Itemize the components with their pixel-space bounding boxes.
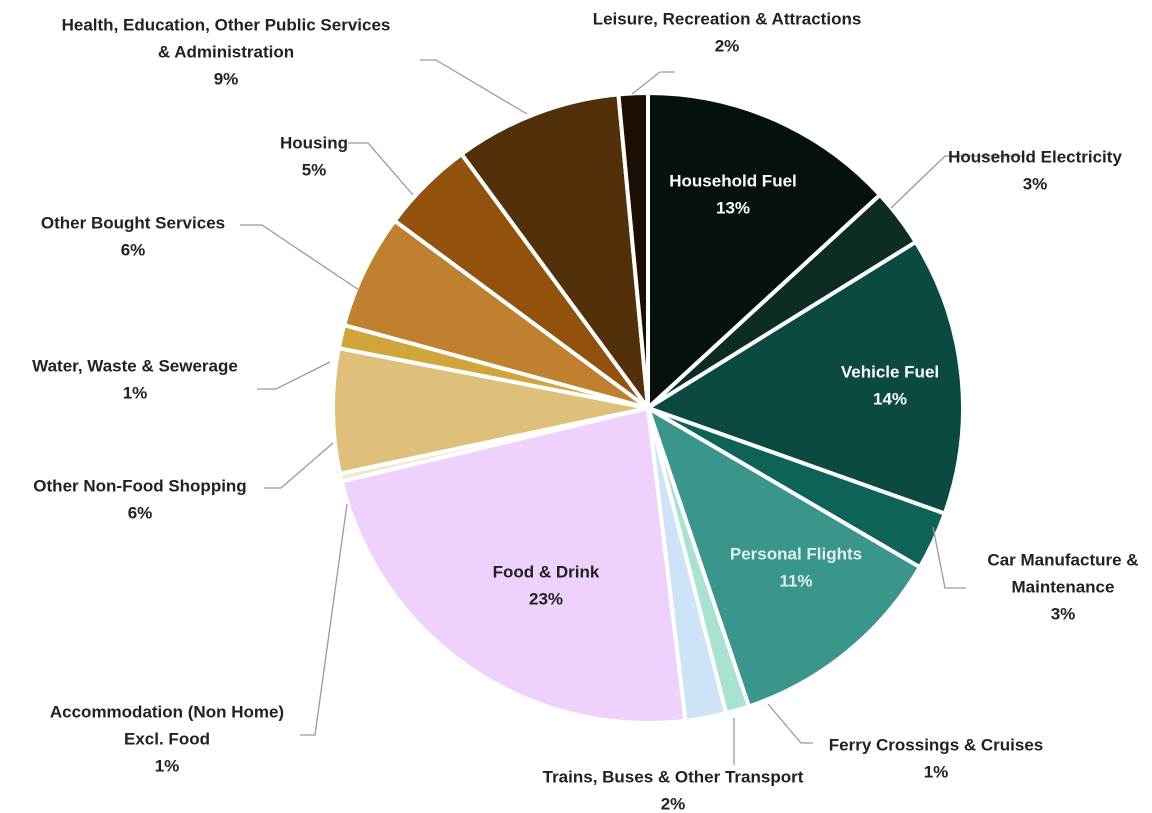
slice-name-label: Ferry Crossings & Cruises: [829, 735, 1043, 754]
slice-name-label: Car Manufacture &: [987, 550, 1138, 569]
slice-percent-label: 1%: [123, 383, 148, 402]
slice-percent-label: 1%: [155, 756, 180, 775]
slice-percent-label: 9%: [214, 69, 239, 88]
slice-percent-label: 3%: [1023, 174, 1048, 193]
slice-percent-label: 6%: [121, 240, 146, 259]
label-health-education-other-public-services-administration: Health, Education, Other Public Services…: [62, 15, 391, 88]
slice-name-label: Household Fuel: [669, 171, 797, 190]
label-ferry-crossings-cruises: Ferry Crossings & Cruises 1%: [829, 735, 1043, 781]
label-car-manufacture-maintenance: Car Manufacture & Maintenance 3%: [987, 550, 1138, 623]
slice-percent-label: 13%: [716, 198, 750, 217]
leader-line-leisure-recreation-attractions: [631, 71, 675, 95]
label-vehicle-fuel: Vehicle Fuel 14%: [841, 362, 939, 408]
slice-percent-label: 6%: [128, 503, 153, 522]
label-water-waste-sewerage: Water, Waste & Sewerage 1%: [32, 356, 238, 402]
labels-layer: Household Fuel 13% Household Electricity 3%…: [32, 9, 1138, 813]
slice-name-label: Maintenance: [1012, 577, 1115, 596]
slice-percent-label: 23%: [529, 589, 563, 608]
leader-line-car-manufacture-maintenance: [932, 526, 966, 589]
leader-line-accommodation-non-home-excl-food: [300, 503, 348, 736]
slice-name-label: Personal Flights: [730, 544, 862, 563]
label-food-drink: Food & Drink 23%: [493, 562, 600, 608]
slice-percent-label: 14%: [873, 389, 907, 408]
slice-name-label: Excl. Food: [124, 729, 210, 748]
slice-name-label: & Administration: [158, 42, 294, 61]
label-household-electricity: Household Electricity 3%: [948, 147, 1122, 193]
leader-line-health-education-other-public-services-administration: [420, 59, 528, 115]
slice-vehicle-fuel: [646, 240, 965, 516]
label-other-non-food-shopping: Other Non-Food Shopping 6%: [33, 476, 246, 522]
leader-line-other-bought-services: [240, 224, 360, 291]
leader-lines-layer: [240, 59, 1025, 765]
slice-percent-label: 1%: [924, 762, 949, 781]
slice-name-label: Water, Waste & Sewerage: [32, 356, 238, 375]
slice-name-label: Other Bought Services: [41, 213, 225, 232]
slice-name-label: Accommodation (Non Home): [50, 702, 284, 721]
label-trains-buses-other-transport: Trains, Buses & Other Transport 2%: [543, 767, 804, 813]
slice-name-label: Food & Drink: [493, 562, 600, 581]
label-accommodation-non-home-excl-food: Accommodation (Non Home) Excl. Food 1%: [50, 702, 284, 775]
label-personal-flights: Personal Flights 11%: [730, 544, 862, 590]
slice-personal-flights: [646, 406, 922, 709]
slice-percent-label: 2%: [715, 36, 740, 55]
slice-name-label: Household Electricity: [948, 147, 1122, 166]
slice-percent-label: 5%: [302, 160, 327, 179]
slice-name-label: Other Non-Food Shopping: [33, 476, 246, 495]
label-household-fuel: Household Fuel 13%: [669, 171, 797, 217]
slice-name-label: Housing: [280, 133, 348, 152]
label-other-bought-services: Other Bought Services 6%: [41, 213, 225, 259]
slice-other-non-food-shopping: [331, 346, 650, 476]
slice-food-drink: [339, 406, 688, 725]
label-leisure-recreation-attractions: Leisure, Recreation & Attractions 2%: [593, 9, 862, 55]
slice-name-label: Trains, Buses & Other Transport: [543, 767, 804, 786]
leader-line-other-non-food-shopping: [264, 442, 334, 489]
slice-name-label: Leisure, Recreation & Attractions: [593, 9, 862, 28]
leader-line-housing: [348, 142, 414, 196]
slice-health-education-other-public-services-administration: [459, 92, 650, 410]
slice-percent-label: 11%: [779, 571, 812, 590]
leader-line-water-waste-sewerage: [257, 361, 331, 390]
slice-percent-label: 2%: [661, 794, 686, 813]
slice-name-label: Vehicle Fuel: [841, 362, 939, 381]
slice-household-fuel: [646, 91, 882, 410]
slices-layer: [331, 90, 965, 725]
slice-percent-label: 3%: [1051, 604, 1076, 623]
label-housing: Housing 5%: [280, 133, 348, 179]
leader-line-ferry-crossings-cruises: [767, 703, 813, 744]
slice-name-label: Health, Education, Other Public Services: [62, 15, 391, 34]
leader-line-household-electricity: [890, 155, 1025, 209]
